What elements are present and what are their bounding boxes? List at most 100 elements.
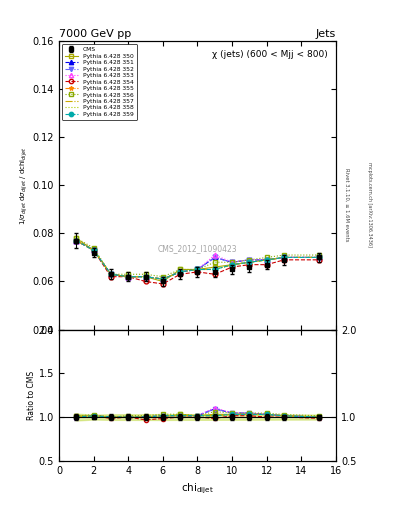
Pythia 6.428 354 — [91, 247, 96, 253]
Pythia 6.428 357 — [282, 254, 286, 261]
Pythia 6.428 355 — [178, 269, 182, 275]
Text: χ (jets) (600 < Mjj < 800): χ (jets) (600 < Mjj < 800) — [212, 50, 328, 58]
Pythia 6.428 356 — [282, 252, 286, 258]
Pythia 6.428 356 — [213, 259, 217, 265]
Pythia 6.428 359 — [230, 262, 235, 268]
Pythia 6.428 351 — [247, 257, 252, 263]
Pythia 6.428 358 — [282, 254, 286, 261]
Pythia 6.428 355 — [195, 266, 200, 272]
Pythia 6.428 357 — [195, 266, 200, 272]
Pythia 6.428 357 — [264, 257, 269, 263]
Pythia 6.428 358 — [230, 262, 235, 268]
Pythia 6.428 359 — [282, 254, 286, 261]
Pythia 6.428 354 — [143, 279, 148, 285]
Pythia 6.428 355 — [143, 273, 148, 280]
Text: CMS_2012_I1090423: CMS_2012_I1090423 — [158, 244, 237, 253]
Pythia 6.428 352 — [108, 271, 113, 278]
Pythia 6.428 357 — [74, 238, 79, 244]
Line: Pythia 6.428 358: Pythia 6.428 358 — [76, 241, 319, 279]
Pythia 6.428 358 — [126, 273, 130, 280]
Pythia 6.428 358 — [316, 254, 321, 261]
Pythia 6.428 354 — [230, 264, 235, 270]
Pythia 6.428 359 — [264, 257, 269, 263]
Pythia 6.428 357 — [247, 259, 252, 265]
Pythia 6.428 358 — [178, 269, 182, 275]
Pythia 6.428 359 — [74, 238, 79, 244]
Text: 7000 GeV pp: 7000 GeV pp — [59, 29, 131, 39]
Pythia 6.428 350 — [247, 259, 252, 265]
Pythia 6.428 353 — [230, 259, 235, 265]
Pythia 6.428 356 — [178, 266, 182, 272]
Pythia 6.428 356 — [264, 254, 269, 261]
Pythia 6.428 355 — [74, 238, 79, 244]
Pythia 6.428 350 — [213, 264, 217, 270]
Pythia 6.428 353 — [178, 269, 182, 275]
Pythia 6.428 355 — [316, 254, 321, 261]
Pythia 6.428 356 — [91, 245, 96, 251]
Y-axis label: Ratio to CMS: Ratio to CMS — [27, 371, 36, 420]
Text: mcplots.cern.ch [arXiv:1306.3436]: mcplots.cern.ch [arXiv:1306.3436] — [367, 162, 373, 247]
Pythia 6.428 350 — [126, 273, 130, 280]
Pythia 6.428 350 — [91, 247, 96, 253]
Pythia 6.428 353 — [247, 257, 252, 263]
Pythia 6.428 352 — [316, 254, 321, 261]
Pythia 6.428 356 — [74, 235, 79, 241]
Line: Pythia 6.428 357: Pythia 6.428 357 — [76, 241, 319, 279]
Pythia 6.428 351 — [213, 254, 217, 261]
Pythia 6.428 352 — [195, 266, 200, 272]
Pythia 6.428 354 — [247, 262, 252, 268]
Pythia 6.428 358 — [160, 276, 165, 282]
Pythia 6.428 359 — [91, 247, 96, 253]
Pythia 6.428 352 — [178, 269, 182, 275]
Pythia 6.428 358 — [91, 247, 96, 253]
Pythia 6.428 350 — [178, 266, 182, 272]
Pythia 6.428 351 — [160, 276, 165, 282]
Pythia 6.428 356 — [143, 271, 148, 278]
Pythia 6.428 357 — [316, 254, 321, 261]
Pythia 6.428 353 — [160, 276, 165, 282]
Line: Pythia 6.428 351: Pythia 6.428 351 — [74, 238, 321, 282]
Pythia 6.428 353 — [74, 238, 79, 244]
Pythia 6.428 353 — [282, 254, 286, 261]
Pythia 6.428 357 — [108, 271, 113, 278]
Pythia 6.428 359 — [213, 266, 217, 272]
Pythia 6.428 359 — [160, 276, 165, 282]
Pythia 6.428 357 — [213, 266, 217, 272]
Line: Pythia 6.428 353: Pythia 6.428 353 — [74, 238, 321, 282]
Pythia 6.428 351 — [195, 266, 200, 272]
Pythia 6.428 356 — [108, 271, 113, 278]
Pythia 6.428 359 — [247, 259, 252, 265]
Pythia 6.428 359 — [143, 273, 148, 280]
Pythia 6.428 359 — [126, 273, 130, 280]
Line: Pythia 6.428 359: Pythia 6.428 359 — [74, 238, 321, 282]
Pythia 6.428 355 — [108, 271, 113, 278]
Pythia 6.428 351 — [126, 273, 130, 280]
Pythia 6.428 354 — [213, 271, 217, 278]
Pythia 6.428 353 — [143, 273, 148, 280]
Pythia 6.428 356 — [247, 257, 252, 263]
Pythia 6.428 358 — [74, 238, 79, 244]
Pythia 6.428 352 — [74, 238, 79, 244]
Pythia 6.428 353 — [126, 273, 130, 280]
Pythia 6.428 353 — [108, 271, 113, 278]
Legend: CMS, Pythia 6.428 350, Pythia 6.428 351, Pythia 6.428 352, Pythia 6.428 353, Pyt: CMS, Pythia 6.428 350, Pythia 6.428 351,… — [62, 44, 137, 120]
Pythia 6.428 357 — [126, 273, 130, 280]
Pythia 6.428 357 — [143, 273, 148, 280]
Pythia 6.428 353 — [91, 247, 96, 253]
Pythia 6.428 358 — [108, 271, 113, 278]
Pythia 6.428 352 — [213, 254, 217, 261]
Pythia 6.428 359 — [178, 269, 182, 275]
Pythia 6.428 355 — [230, 262, 235, 268]
Pythia 6.428 352 — [126, 273, 130, 280]
Pythia 6.428 354 — [108, 273, 113, 280]
Pythia 6.428 354 — [178, 271, 182, 278]
Line: Pythia 6.428 352: Pythia 6.428 352 — [74, 238, 321, 282]
Pythia 6.428 355 — [91, 247, 96, 253]
Line: Pythia 6.428 355: Pythia 6.428 355 — [74, 238, 321, 282]
Pythia 6.428 351 — [108, 271, 113, 278]
Pythia 6.428 358 — [247, 259, 252, 265]
Pythia 6.428 350 — [316, 254, 321, 261]
Pythia 6.428 351 — [143, 273, 148, 280]
Pythia 6.428 356 — [230, 259, 235, 265]
Y-axis label: 1/$\sigma_{dijet}$ d$\sigma_{dijet}$ / dchi$_{dijet}$: 1/$\sigma_{dijet}$ d$\sigma_{dijet}$ / d… — [18, 146, 30, 225]
